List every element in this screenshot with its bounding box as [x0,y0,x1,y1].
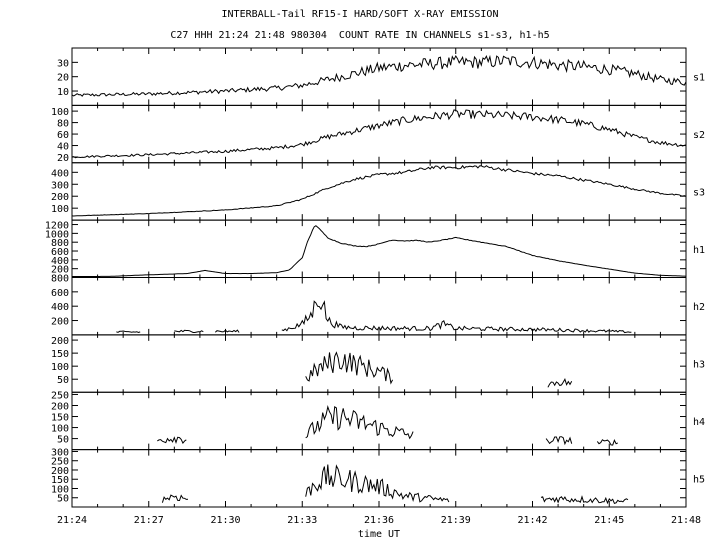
ytick-label-s2: 100 [51,107,69,118]
ytick-label-s1: 20 [57,73,69,84]
xtick-label: 21:48 [671,515,701,526]
series-line-h4 [157,407,686,449]
ytick-label-s2: 60 [57,130,69,141]
ytick-label-h5: 300 [51,447,69,458]
xtick-label: 21:45 [594,515,624,526]
ytick-label-s3: 300 [51,180,69,191]
ytick-label-h4: 200 [51,401,69,412]
panel-frame-h2 [71,277,687,336]
ytick-label-s3: 200 [51,192,69,203]
ytick-label-h1: 800 [51,238,69,249]
ytick-label-h2: 400 [51,302,69,313]
panel-label-h1: h1 [693,245,705,256]
ytick-label-h2: 600 [51,288,69,299]
series-line-h2 [116,301,686,334]
panel-frame-s1 [71,47,687,106]
ytick-label-s1: 30 [57,58,69,69]
ytick-label-h5: 200 [51,466,69,477]
panel-frame-h3 [71,334,687,393]
panel-label-s3: s3 [693,187,705,198]
xtick-label: 21:33 [287,515,317,526]
panel-label-h4: h4 [693,417,705,428]
chart-subtitle: C27 HHH 21:24 21:48 980304 COUNT RATE IN… [170,30,550,41]
series-line-h1 [72,225,687,277]
ytick-label-h3: 100 [51,362,69,373]
ytick-label-s2: 80 [57,119,69,130]
ytick-label-h4: 250 [51,390,69,401]
ytick-label-h5: 150 [51,475,69,486]
panel-frame-h1 [71,219,687,278]
xtick-label: 21:42 [517,515,547,526]
xtick-label: 21:24 [57,515,87,526]
x-axis-label: time UT [358,529,400,540]
xtick-label: 21:30 [210,515,240,526]
ytick-label-h1: 600 [51,247,69,258]
ytick-label-h1: 1000 [45,229,69,240]
ytick-label-h3: 200 [51,336,69,347]
ytick-label-h2: 200 [51,317,69,328]
series-line-s1 [71,54,687,97]
ytick-label-h4: 150 [51,413,69,424]
panel-label-s2: s2 [693,130,705,141]
ytick-label-h5: 50 [57,494,69,505]
xtick-label: 21:36 [364,515,394,526]
ytick-label-h5: 100 [51,484,69,495]
ytick-label-h1: 1200 [45,221,69,232]
ytick-label-s1: 10 [57,87,69,98]
ytick-label-h3: 50 [57,375,69,386]
ytick-label-h1: 400 [51,256,69,267]
series-line-s2 [71,109,687,159]
ytick-label-h3: 150 [51,349,69,360]
panel-label-s1: s1 [693,73,705,84]
series-line-h3 [306,352,686,391]
chart-title: INTERBALL-Tail RF15-I HARD/SOFT X-RAY EM… [221,9,499,20]
ytick-label-s3: 100 [51,204,69,215]
ytick-label-s3: 400 [51,168,69,179]
ytick-label-h4: 100 [51,424,69,435]
ytick-label-h5: 250 [51,457,69,468]
series-line-s3 [71,164,687,217]
panel-label-h5: h5 [693,474,705,485]
ytick-label-h2: 800 [51,274,69,285]
ytick-label-h4: 50 [57,435,69,446]
panel-frame-h4 [71,391,687,451]
series-line-h5 [162,465,686,506]
xtick-label: 21:39 [441,515,471,526]
xtick-label: 21:27 [134,515,164,526]
ytick-label-s2: 20 [57,153,69,164]
panel-label-h2: h2 [693,302,705,313]
panel-frame-s3 [71,162,687,221]
panel-label-h3: h3 [693,360,705,371]
ytick-label-h1: 200 [51,265,69,276]
ytick-label-s2: 40 [57,142,69,153]
